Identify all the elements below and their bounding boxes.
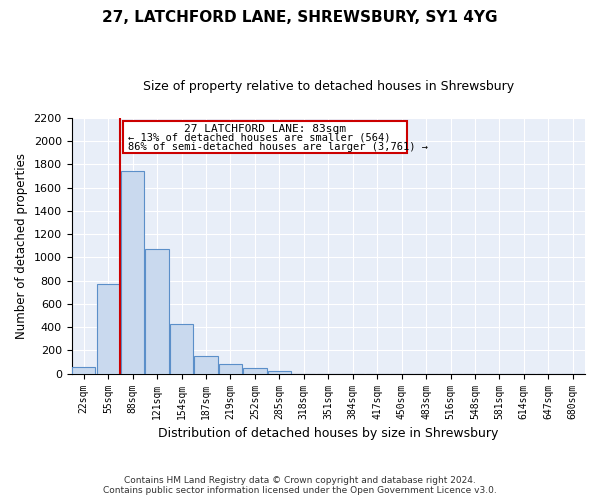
FancyBboxPatch shape <box>123 120 407 152</box>
Bar <box>145 248 169 374</box>
Y-axis label: Number of detached properties: Number of detached properties <box>15 152 28 338</box>
Text: Contains HM Land Registry data © Crown copyright and database right 2024.
Contai: Contains HM Land Registry data © Crown c… <box>103 476 497 495</box>
Bar <box>97 284 120 374</box>
Bar <box>268 371 291 374</box>
Title: Size of property relative to detached houses in Shrewsbury: Size of property relative to detached ho… <box>143 80 514 93</box>
Text: ← 13% of detached houses are smaller (564): ← 13% of detached houses are smaller (56… <box>128 133 390 143</box>
Bar <box>243 368 266 374</box>
Bar <box>170 324 193 374</box>
Text: 86% of semi-detached houses are larger (3,761) →: 86% of semi-detached houses are larger (… <box>128 142 428 152</box>
X-axis label: Distribution of detached houses by size in Shrewsbury: Distribution of detached houses by size … <box>158 427 499 440</box>
Bar <box>219 364 242 374</box>
Bar <box>194 356 218 374</box>
Bar <box>121 172 144 374</box>
Text: 27 LATCHFORD LANE: 83sqm: 27 LATCHFORD LANE: 83sqm <box>184 124 346 134</box>
Bar <box>72 368 95 374</box>
Text: 27, LATCHFORD LANE, SHREWSBURY, SY1 4YG: 27, LATCHFORD LANE, SHREWSBURY, SY1 4YG <box>102 10 498 25</box>
